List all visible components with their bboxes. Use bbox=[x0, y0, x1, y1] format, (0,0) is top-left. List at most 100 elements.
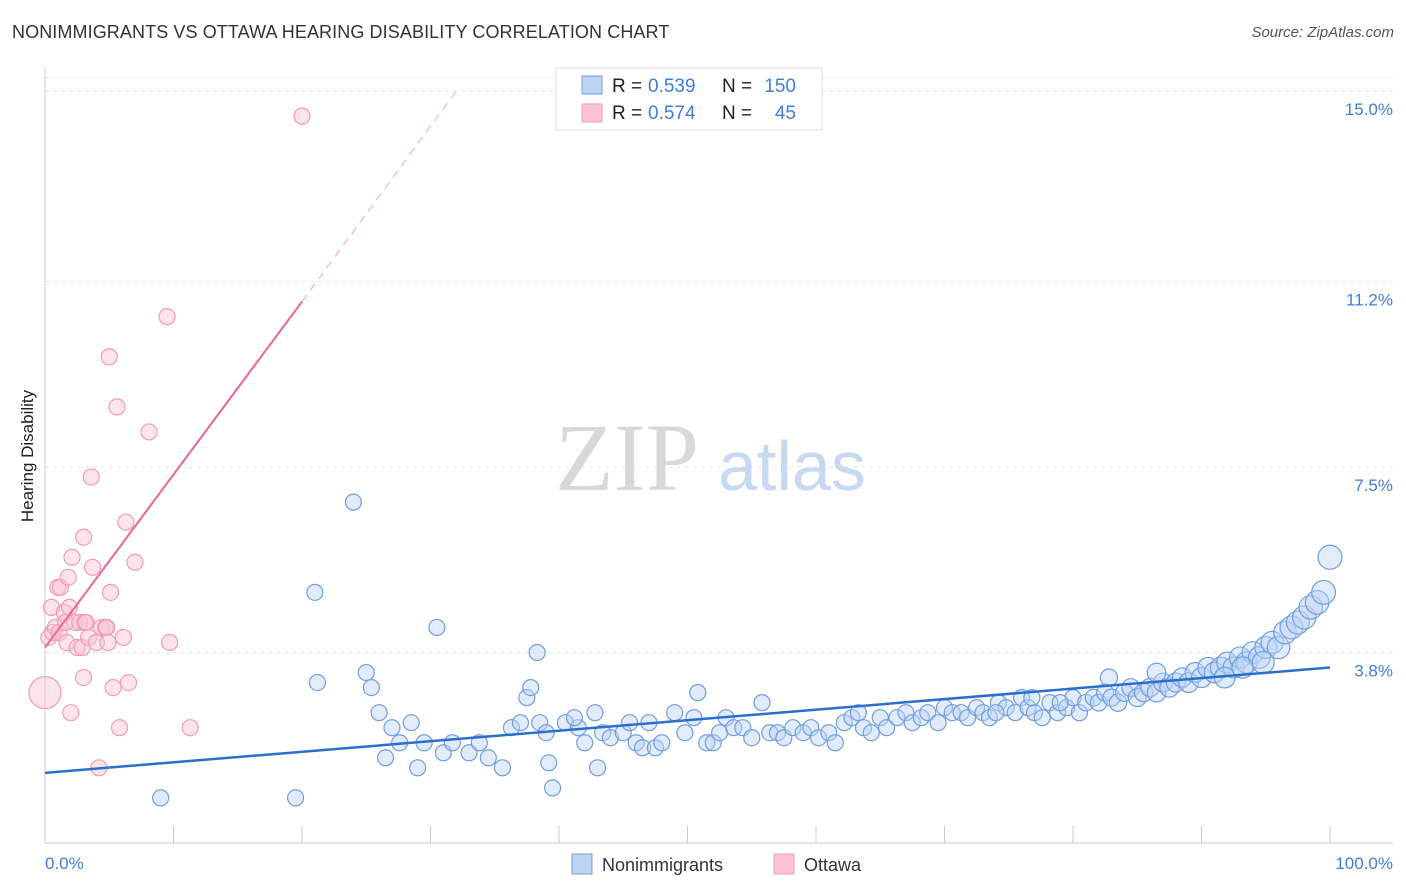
data-point bbox=[158, 308, 176, 326]
legend-bottom-label-nonimmigrants: Nonimmigrants bbox=[602, 855, 723, 875]
data-point bbox=[1099, 668, 1119, 687]
data-point bbox=[58, 633, 76, 652]
legend-n-value-1: 150 bbox=[764, 76, 796, 97]
legend-r-label-2: R = bbox=[612, 103, 642, 124]
legend-r-value-1: 0.539 bbox=[648, 76, 696, 97]
y-tick-label: 15.0% bbox=[1345, 100, 1393, 119]
data-point bbox=[293, 107, 311, 125]
data-point bbox=[479, 749, 497, 767]
data-point bbox=[59, 568, 77, 586]
data-point bbox=[1033, 709, 1051, 727]
data-point bbox=[114, 628, 132, 647]
series-nonimmigrants bbox=[152, 493, 1343, 807]
y-axis: 3.8% 7.5% 11.2% 15.0% Hearing Disability bbox=[18, 68, 1393, 843]
data-point bbox=[676, 724, 694, 742]
data-point bbox=[540, 754, 558, 772]
y-tick-label: 3.8% bbox=[1354, 662, 1393, 681]
data-point bbox=[493, 759, 512, 777]
data-point bbox=[370, 704, 388, 722]
legend-series: Nonimmigrants Ottawa bbox=[571, 853, 862, 875]
data-point bbox=[117, 513, 135, 531]
data-point bbox=[428, 618, 446, 637]
data-point bbox=[74, 668, 93, 687]
data-point bbox=[42, 598, 61, 616]
data-point bbox=[849, 704, 868, 722]
data-point bbox=[1127, 688, 1147, 708]
data-point bbox=[108, 398, 126, 416]
legend-bottom-swatch-nonimmigrants bbox=[571, 853, 593, 875]
data-point bbox=[666, 704, 684, 722]
data-point bbox=[152, 789, 170, 807]
series-ottawa bbox=[28, 107, 311, 777]
data-point bbox=[286, 789, 305, 807]
data-point bbox=[1023, 689, 1041, 707]
data-point bbox=[987, 704, 1005, 722]
data-point bbox=[443, 734, 461, 752]
data-point bbox=[63, 548, 81, 566]
data-point bbox=[71, 613, 89, 632]
data-point bbox=[784, 719, 802, 737]
data-point bbox=[1146, 682, 1167, 703]
data-point bbox=[820, 724, 838, 742]
data-point bbox=[357, 663, 375, 682]
data-point bbox=[1051, 694, 1069, 712]
data-point bbox=[1070, 703, 1089, 722]
data-point bbox=[704, 734, 722, 752]
legend-bottom-swatch-ottawa bbox=[773, 853, 795, 875]
data-point bbox=[903, 714, 921, 732]
x-tick-label-max: 100.0% bbox=[1335, 854, 1393, 873]
watermark: ZIP atlas bbox=[555, 404, 866, 511]
data-point bbox=[83, 558, 102, 576]
data-point bbox=[308, 673, 327, 692]
data-point bbox=[725, 719, 743, 737]
legend-r-label-1: R = bbox=[612, 76, 642, 97]
data-point bbox=[110, 719, 129, 737]
data-point bbox=[753, 694, 771, 712]
data-point bbox=[1251, 650, 1275, 675]
data-point bbox=[943, 704, 961, 722]
data-point bbox=[543, 779, 562, 797]
data-point bbox=[104, 678, 122, 697]
data-point bbox=[181, 719, 199, 737]
data-point bbox=[1048, 704, 1067, 722]
data-point bbox=[82, 468, 100, 486]
trendlines bbox=[44, 90, 1331, 775]
data-point bbox=[126, 553, 144, 571]
data-point bbox=[997, 699, 1015, 717]
data-point bbox=[74, 528, 93, 546]
trendline-nonimmigrants bbox=[44, 666, 1331, 775]
data-point bbox=[689, 684, 707, 702]
data-point bbox=[161, 633, 179, 652]
data-point bbox=[62, 704, 80, 722]
data-point bbox=[919, 704, 937, 722]
watermark-atlas: atlas bbox=[718, 427, 866, 505]
data-point bbox=[511, 714, 530, 732]
source-label: Source: ZipAtlas.com bbox=[1251, 24, 1394, 41]
data-point bbox=[576, 734, 594, 752]
legend-swatch-nonimmigrants bbox=[581, 75, 603, 95]
y-tick-label: 11.2% bbox=[1346, 291, 1393, 310]
data-point bbox=[28, 676, 62, 710]
data-point bbox=[871, 709, 889, 727]
data-point bbox=[633, 739, 652, 757]
data-point bbox=[44, 623, 62, 642]
data-point bbox=[862, 724, 880, 742]
data-point bbox=[362, 678, 380, 697]
data-point bbox=[1146, 662, 1167, 683]
data-point bbox=[743, 729, 761, 747]
data-point bbox=[588, 759, 607, 777]
data-point bbox=[119, 673, 138, 692]
x-axis: 0.0% 100.0% bbox=[44, 826, 1393, 873]
data-point bbox=[586, 704, 604, 722]
data-point bbox=[1006, 704, 1024, 722]
data-point bbox=[685, 709, 703, 727]
data-point bbox=[888, 709, 906, 727]
data-point bbox=[528, 643, 546, 662]
watermark-zip: ZIP bbox=[555, 404, 699, 511]
data-point bbox=[531, 714, 549, 732]
data-point bbox=[1260, 630, 1284, 655]
legend-n-label-1: N = bbox=[722, 76, 752, 97]
legend-n-value-2: 45 bbox=[775, 103, 796, 124]
data-point bbox=[68, 638, 86, 657]
data-point bbox=[92, 618, 111, 637]
